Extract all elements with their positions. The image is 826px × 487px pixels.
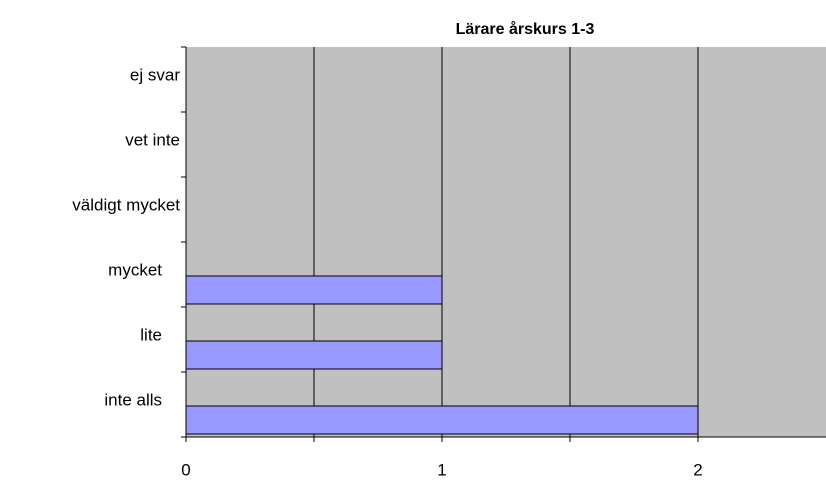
chart-title: Lärare årskurs 1-3 (456, 20, 595, 38)
y-tick-label: väldigt mycket (72, 195, 180, 214)
plot-area (186, 47, 826, 437)
bar (185, 405, 699, 435)
bar (185, 340, 443, 370)
y-tick-label: vet inte (125, 130, 180, 149)
x-tick-label: 1 (437, 460, 446, 479)
y-tick-label: lite (140, 325, 162, 344)
x-tick-label: 2 (693, 460, 702, 479)
y-tick-label: inte alls (104, 390, 162, 409)
bar (185, 275, 443, 305)
x-tick-label: 0 (181, 460, 190, 479)
y-tick-label: ej svar (130, 65, 180, 84)
y-tick-label: mycket (108, 260, 162, 279)
